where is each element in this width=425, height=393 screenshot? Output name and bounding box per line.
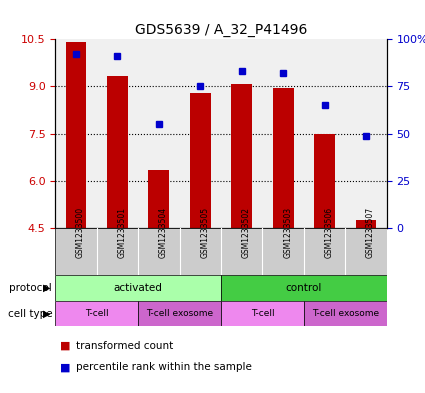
FancyBboxPatch shape xyxy=(55,301,138,326)
Bar xyxy=(314,134,335,228)
FancyBboxPatch shape xyxy=(221,301,304,326)
Text: GSM1233503: GSM1233503 xyxy=(283,207,292,258)
FancyBboxPatch shape xyxy=(304,301,387,326)
Text: GSM1233506: GSM1233506 xyxy=(325,207,334,258)
Bar xyxy=(273,88,294,228)
Bar xyxy=(190,94,211,228)
Text: GSM1233505: GSM1233505 xyxy=(200,207,209,258)
FancyBboxPatch shape xyxy=(55,228,387,275)
Text: transformed count: transformed count xyxy=(76,341,174,351)
Bar xyxy=(356,220,377,228)
FancyBboxPatch shape xyxy=(138,301,221,326)
Text: ■: ■ xyxy=(60,341,70,351)
Text: control: control xyxy=(286,283,322,293)
Text: activated: activated xyxy=(113,283,162,293)
Text: ▶: ▶ xyxy=(42,283,50,293)
Bar xyxy=(231,84,252,228)
Text: ■: ■ xyxy=(60,362,70,373)
Text: ▶: ▶ xyxy=(42,309,50,319)
Text: GSM1233502: GSM1233502 xyxy=(242,207,251,258)
FancyBboxPatch shape xyxy=(55,275,221,301)
Bar xyxy=(107,76,128,228)
Text: protocol: protocol xyxy=(8,283,51,293)
Text: GSM1233507: GSM1233507 xyxy=(366,207,375,258)
Text: T-cell: T-cell xyxy=(251,309,274,318)
Text: GSM1233500: GSM1233500 xyxy=(76,207,85,258)
Text: T-cell exosome: T-cell exosome xyxy=(312,309,379,318)
Title: GDS5639 / A_32_P41496: GDS5639 / A_32_P41496 xyxy=(135,23,307,37)
Bar xyxy=(65,42,86,228)
Text: GSM1233501: GSM1233501 xyxy=(117,207,126,258)
Text: percentile rank within the sample: percentile rank within the sample xyxy=(76,362,252,373)
Text: T-cell exosome: T-cell exosome xyxy=(146,309,213,318)
Text: GSM1233504: GSM1233504 xyxy=(159,207,168,258)
Bar xyxy=(148,170,169,228)
FancyBboxPatch shape xyxy=(221,275,387,301)
Text: T-cell: T-cell xyxy=(85,309,108,318)
Text: cell type: cell type xyxy=(8,309,53,319)
